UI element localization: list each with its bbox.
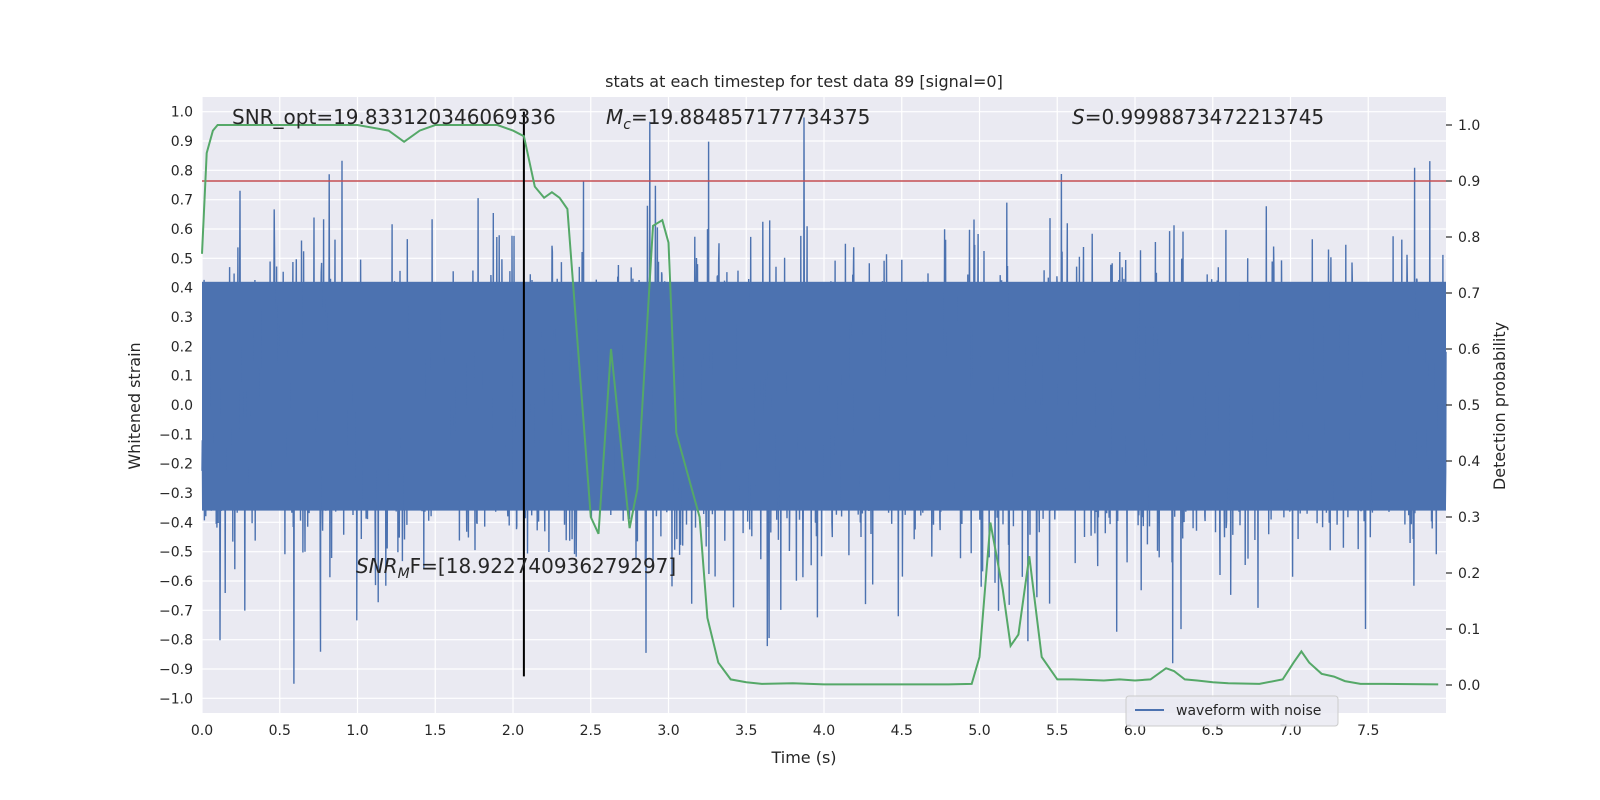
left-y-tick-label-16: −0.6 — [159, 574, 193, 590]
right-y-tick-label-8: 0.2 — [1458, 566, 1480, 582]
left-y-tick-label-3: 0.7 — [171, 193, 193, 209]
right-y-tick-label-5: 0.5 — [1458, 398, 1480, 414]
chirp-mass-annotation: Mc=19.884857177734375 — [606, 105, 870, 133]
x-tick-label-6: 3.0 — [657, 723, 679, 739]
waveform-trace — [201, 117, 1447, 684]
snr-mf-value: F=[18.922740936279297] — [410, 554, 677, 578]
x-tick-label-0: 0.0 — [191, 723, 213, 739]
x-tick-label-12: 6.0 — [1124, 723, 1146, 739]
right-y-tick-label-2: 0.8 — [1458, 230, 1480, 246]
x-tick-label-10: 5.0 — [968, 723, 990, 739]
x-tick-label-3: 1.5 — [424, 723, 446, 739]
x-tick-label-15: 7.5 — [1357, 723, 1379, 739]
right-y-tick-label-4: 0.6 — [1458, 342, 1480, 358]
left-y-tick-label-0: 1.0 — [171, 105, 193, 121]
chirp-mass-symbol: M — [606, 105, 623, 129]
left-y-tick-label-20: −1.0 — [159, 691, 193, 707]
right-y-tick-label-10: 0.0 — [1458, 678, 1480, 694]
legend-label-waveform: waveform with noise — [1176, 703, 1321, 719]
x-tick-label-4: 2.0 — [502, 723, 524, 739]
legend-box — [1125, 695, 1339, 727]
left-y-tick-label-8: 0.2 — [171, 339, 193, 355]
x-tick-label-1: 0.5 — [269, 723, 291, 739]
right-y-axis-label: Detection probability — [1490, 322, 1509, 490]
left-y-tick-label-5: 0.5 — [171, 251, 193, 267]
right-y-tick-label-7: 0.3 — [1458, 510, 1480, 526]
s-annotation: S=0.9998873472213745 — [1072, 105, 1324, 129]
left-y-tick-label-4: 0.6 — [171, 222, 193, 238]
right-y-tick-label-6: 0.4 — [1458, 454, 1480, 470]
left-y-tick-label-18: −0.8 — [159, 633, 193, 649]
legend: waveform with noise — [1125, 695, 1339, 727]
right-y-tick-label-3: 0.7 — [1458, 286, 1480, 302]
s-symbol: S — [1072, 105, 1085, 129]
x-tick-label-9: 4.5 — [891, 723, 913, 739]
left-y-tick-label-11: −0.1 — [159, 427, 193, 443]
snr-mf-annotation: SNRMF=[18.922740936279297] — [356, 554, 676, 582]
right-y-axis-ticks: 1.0 0.9 0.8 0.7 0.6 0.5 0.4 0.3 0.2 0.1 0.0 — [1446, 118, 1480, 694]
left-y-tick-label-19: −0.9 — [159, 662, 193, 678]
x-tick-label-2: 1.0 — [346, 723, 368, 739]
waveform-with-noise-series — [201, 117, 1447, 684]
left-y-tick-label-13: −0.3 — [159, 486, 193, 502]
left-y-tick-label-14: −0.4 — [159, 515, 193, 531]
right-y-tick-label-0: 1.0 — [1458, 118, 1480, 134]
left-y-tick-label-9: 0.1 — [171, 369, 193, 385]
left-y-tick-label-2: 0.8 — [171, 163, 193, 179]
x-axis-label: Time (s) — [770, 748, 836, 767]
x-tick-label-13: 6.5 — [1202, 723, 1224, 739]
snr-mf-subscript: M — [398, 566, 410, 582]
x-axis-ticks: 0.0 0.5 1.0 1.5 2.0 2.5 3.0 3.5 4.0 4.5 5.0 5.5 6.0 6… — [191, 723, 1380, 739]
left-y-tick-label-15: −0.5 — [159, 545, 193, 561]
left-y-tick-label-7: 0.3 — [171, 310, 193, 326]
left-y-tick-label-1: 0.9 — [171, 134, 193, 150]
left-y-tick-label-12: −0.2 — [159, 457, 193, 473]
x-tick-label-7: 3.5 — [735, 723, 757, 739]
x-tick-label-14: 7.0 — [1279, 723, 1301, 739]
chirp-mass-subscript: c — [623, 117, 631, 133]
x-tick-label-8: 4.0 — [813, 723, 835, 739]
left-y-tick-label-17: −0.7 — [159, 603, 193, 619]
detection-probability-series — [201, 124, 1439, 686]
x-tick-label-5: 2.5 — [580, 723, 602, 739]
x-tick-label-11: 5.5 — [1046, 723, 1068, 739]
right-y-tick-label-1: 0.9 — [1458, 174, 1480, 190]
left-y-tick-label-10: 0.0 — [171, 398, 193, 414]
left-y-axis-ticks: 1.0 0.9 0.8 0.7 0.6 0.5 0.4 0.3 0.2 0.1 0.0 −0.1 −0.… — [159, 105, 193, 708]
left-y-axis-label: Whitened strain — [125, 342, 144, 469]
snr-opt-annotation: SNR_opt=19.833120346069336 — [232, 105, 556, 129]
right-y-tick-label-9: 0.1 — [1458, 622, 1480, 638]
chart-title: stats at each timestep for test data 89 … — [605, 72, 1003, 91]
chirp-mass-value: =19.884857177734375 — [631, 105, 870, 129]
left-y-tick-label-6: 0.4 — [171, 281, 193, 297]
s-value: =0.9998873472213745 — [1085, 105, 1324, 129]
snr-mf-symbol: SNR — [356, 554, 398, 578]
